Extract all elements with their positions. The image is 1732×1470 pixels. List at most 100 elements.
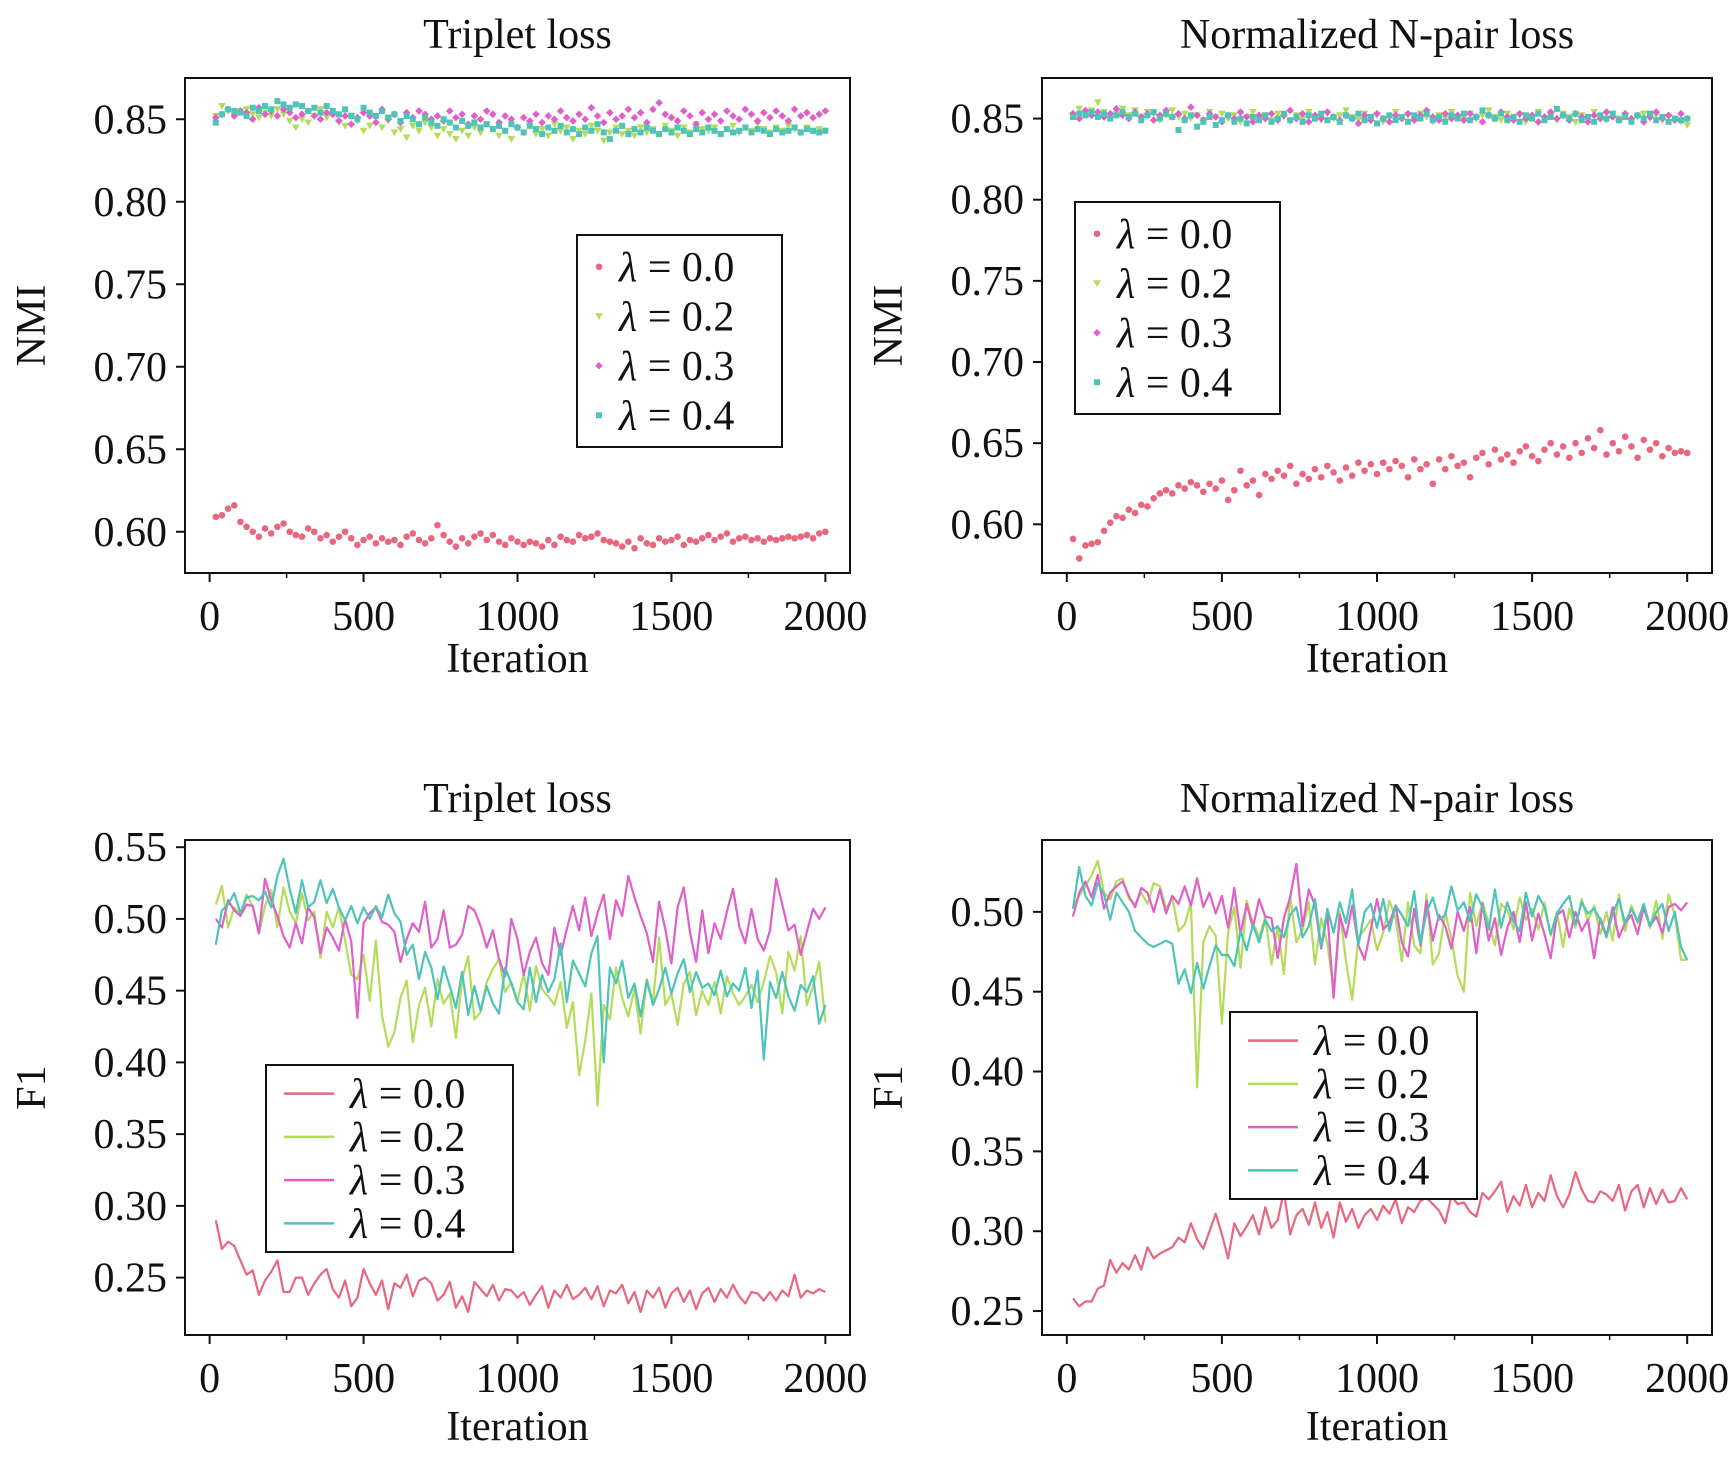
data-point <box>422 114 429 121</box>
data-point <box>1336 477 1344 484</box>
data-point <box>613 127 620 134</box>
data-point <box>1683 449 1691 457</box>
data-point <box>439 126 448 133</box>
data-point <box>772 536 780 544</box>
data-point <box>1330 113 1337 120</box>
legend-box <box>576 234 783 448</box>
data-point <box>391 111 398 118</box>
data-point <box>1640 115 1647 122</box>
data-point <box>1683 122 1691 129</box>
data-point <box>280 101 287 108</box>
data-point <box>704 115 713 124</box>
series-lambda-0-0 <box>212 502 829 552</box>
data-point <box>489 531 497 539</box>
data-point <box>1429 480 1437 488</box>
y-tick-label: 0.50 <box>94 897 168 943</box>
chart-title: Triplet loss <box>423 776 612 822</box>
x-tick-label: 500 <box>332 1356 395 1402</box>
data-point <box>729 112 737 120</box>
data-point <box>322 108 331 117</box>
data-point <box>1082 542 1089 549</box>
data-point <box>686 112 694 120</box>
data-point <box>643 118 651 127</box>
y-tick-label: 0.25 <box>94 1256 168 1302</box>
data-point <box>489 126 496 133</box>
data-point <box>760 127 767 134</box>
series-lambda-0-0 <box>1072 1170 1689 1308</box>
data-point <box>717 131 724 138</box>
data-point <box>637 129 644 136</box>
data-point <box>526 117 534 125</box>
data-point <box>569 538 577 545</box>
data-point <box>692 120 700 128</box>
data-point <box>630 132 639 140</box>
data-point <box>1491 115 1498 122</box>
data-point <box>1411 112 1418 119</box>
data-point <box>606 136 613 143</box>
data-point <box>668 536 675 544</box>
data-point <box>1324 462 1331 470</box>
x-tick-label: 0 <box>1056 594 1077 640</box>
data-point <box>329 538 337 545</box>
data-point <box>816 129 823 136</box>
legend-swatch <box>1093 328 1101 337</box>
legend-box <box>1074 201 1281 415</box>
data-point <box>1169 113 1176 120</box>
data-point <box>1075 555 1083 562</box>
data-point <box>1497 117 1505 124</box>
data-point <box>1082 112 1089 119</box>
data-point <box>501 112 509 120</box>
data-point <box>809 113 817 122</box>
data-point <box>1385 118 1394 126</box>
data-point <box>643 540 651 547</box>
data-point <box>1652 108 1660 116</box>
series-line <box>1071 865 1689 995</box>
data-point <box>538 543 546 550</box>
data-point <box>1665 118 1672 125</box>
data-point <box>267 112 276 120</box>
data-point <box>507 136 516 143</box>
y-tick-label: 0.75 <box>951 259 1025 305</box>
data-point <box>1156 115 1163 122</box>
data-point <box>218 511 226 519</box>
data-point <box>1070 113 1077 120</box>
data-point <box>1106 519 1114 526</box>
data-point <box>742 124 749 131</box>
data-point <box>359 127 368 135</box>
chart-panel-3: Triplet loss 0 500 1000 1500 2000 0.25 0.30 0.35… <box>9 776 867 1450</box>
data-point <box>433 112 442 120</box>
data-point <box>544 536 552 544</box>
data-point <box>298 103 305 110</box>
y-axis-label: NMI <box>9 285 55 367</box>
data-point <box>625 131 632 138</box>
series-line <box>1071 862 1689 1000</box>
data-point <box>1404 473 1412 481</box>
data-point <box>1478 118 1487 126</box>
legend-label: λ = 0.4 <box>617 393 734 439</box>
data-point <box>1174 109 1183 118</box>
legend-label: λ = 0.3 <box>617 344 734 390</box>
data-point <box>434 521 441 529</box>
data-point <box>421 119 429 127</box>
data-point <box>255 114 263 122</box>
data-point <box>815 530 823 537</box>
data-point <box>581 115 590 124</box>
data-point <box>508 535 515 542</box>
data-point <box>292 101 299 108</box>
data-point <box>279 111 288 119</box>
data-point <box>286 104 293 111</box>
data-point <box>1504 117 1511 124</box>
y-axis-label: F1 <box>866 1065 912 1109</box>
data-point <box>298 116 306 124</box>
data-point <box>1342 464 1350 471</box>
data-point <box>421 540 429 547</box>
legend: λ = 0.0λ = 0.2λ = 0.3λ = 0.4 <box>1229 1011 1478 1200</box>
data-point <box>661 538 669 545</box>
data-point <box>1268 475 1275 483</box>
data-point <box>1274 115 1281 122</box>
data-point <box>292 531 300 539</box>
legend-label: λ = 0.4 <box>1115 360 1232 406</box>
data-point <box>1590 111 1598 120</box>
data-point <box>274 523 281 531</box>
data-point <box>1665 444 1672 452</box>
